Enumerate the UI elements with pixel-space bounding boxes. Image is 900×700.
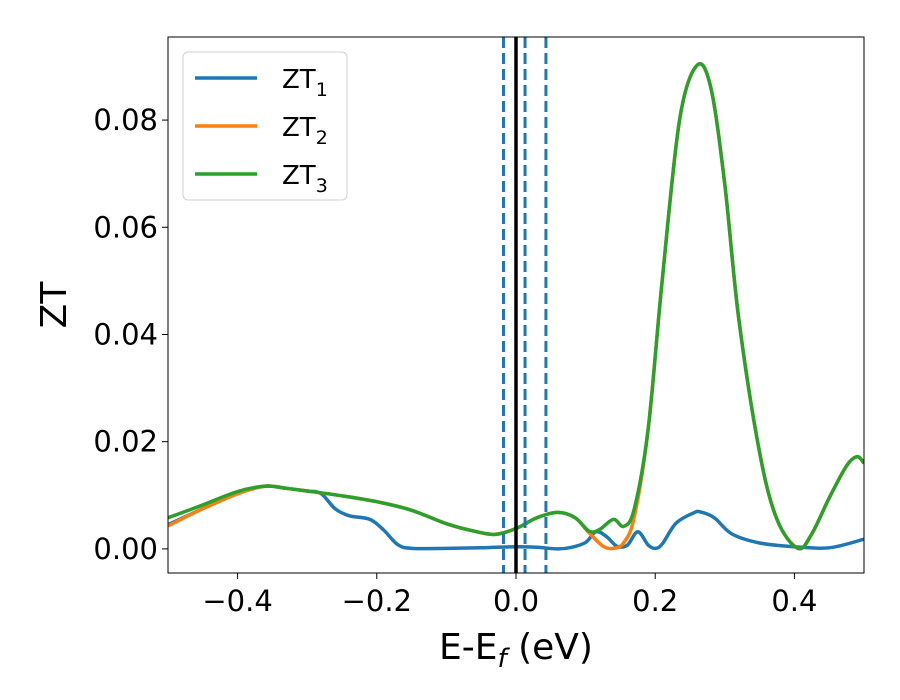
x-axis-label: E-Ef (eV) (439, 627, 593, 674)
y-tick-label: 0.04 (93, 317, 158, 351)
y-axis-ticks: 0.00 0.02 0.04 0.06 0.08 (93, 103, 168, 566)
x-axis-label-unit: (eV) (507, 627, 593, 668)
y-tick-label: 0.00 (93, 532, 158, 566)
y-tick-label: 0.02 (93, 425, 158, 459)
x-tick-label: 0.2 (632, 584, 678, 618)
legend-label-zt2: ZT2 (282, 113, 328, 149)
x-tick-label: −0.4 (202, 584, 272, 618)
x-axis-ticks: −0.4 −0.2 0.0 0.2 0.4 (202, 573, 817, 618)
y-axis-label: ZT (34, 281, 75, 329)
x-axis-label-main: E-E (439, 627, 497, 668)
legend-label-zt3: ZT3 (282, 161, 328, 197)
reference-lines (501, 37, 548, 573)
legend-box (182, 51, 348, 201)
y-tick-label: 0.06 (93, 210, 158, 244)
x-tick-label: −0.2 (342, 584, 412, 618)
x-tick-label: 0.4 (771, 584, 817, 618)
legend: ZT1 ZT2 ZT3 (182, 51, 348, 201)
series-lines (168, 62, 864, 551)
y-tick-label: 0.08 (93, 103, 158, 137)
series-line-zt3 (168, 62, 864, 551)
x-tick-label: 0.0 (493, 584, 539, 618)
legend-label-zt1: ZT1 (282, 65, 328, 101)
